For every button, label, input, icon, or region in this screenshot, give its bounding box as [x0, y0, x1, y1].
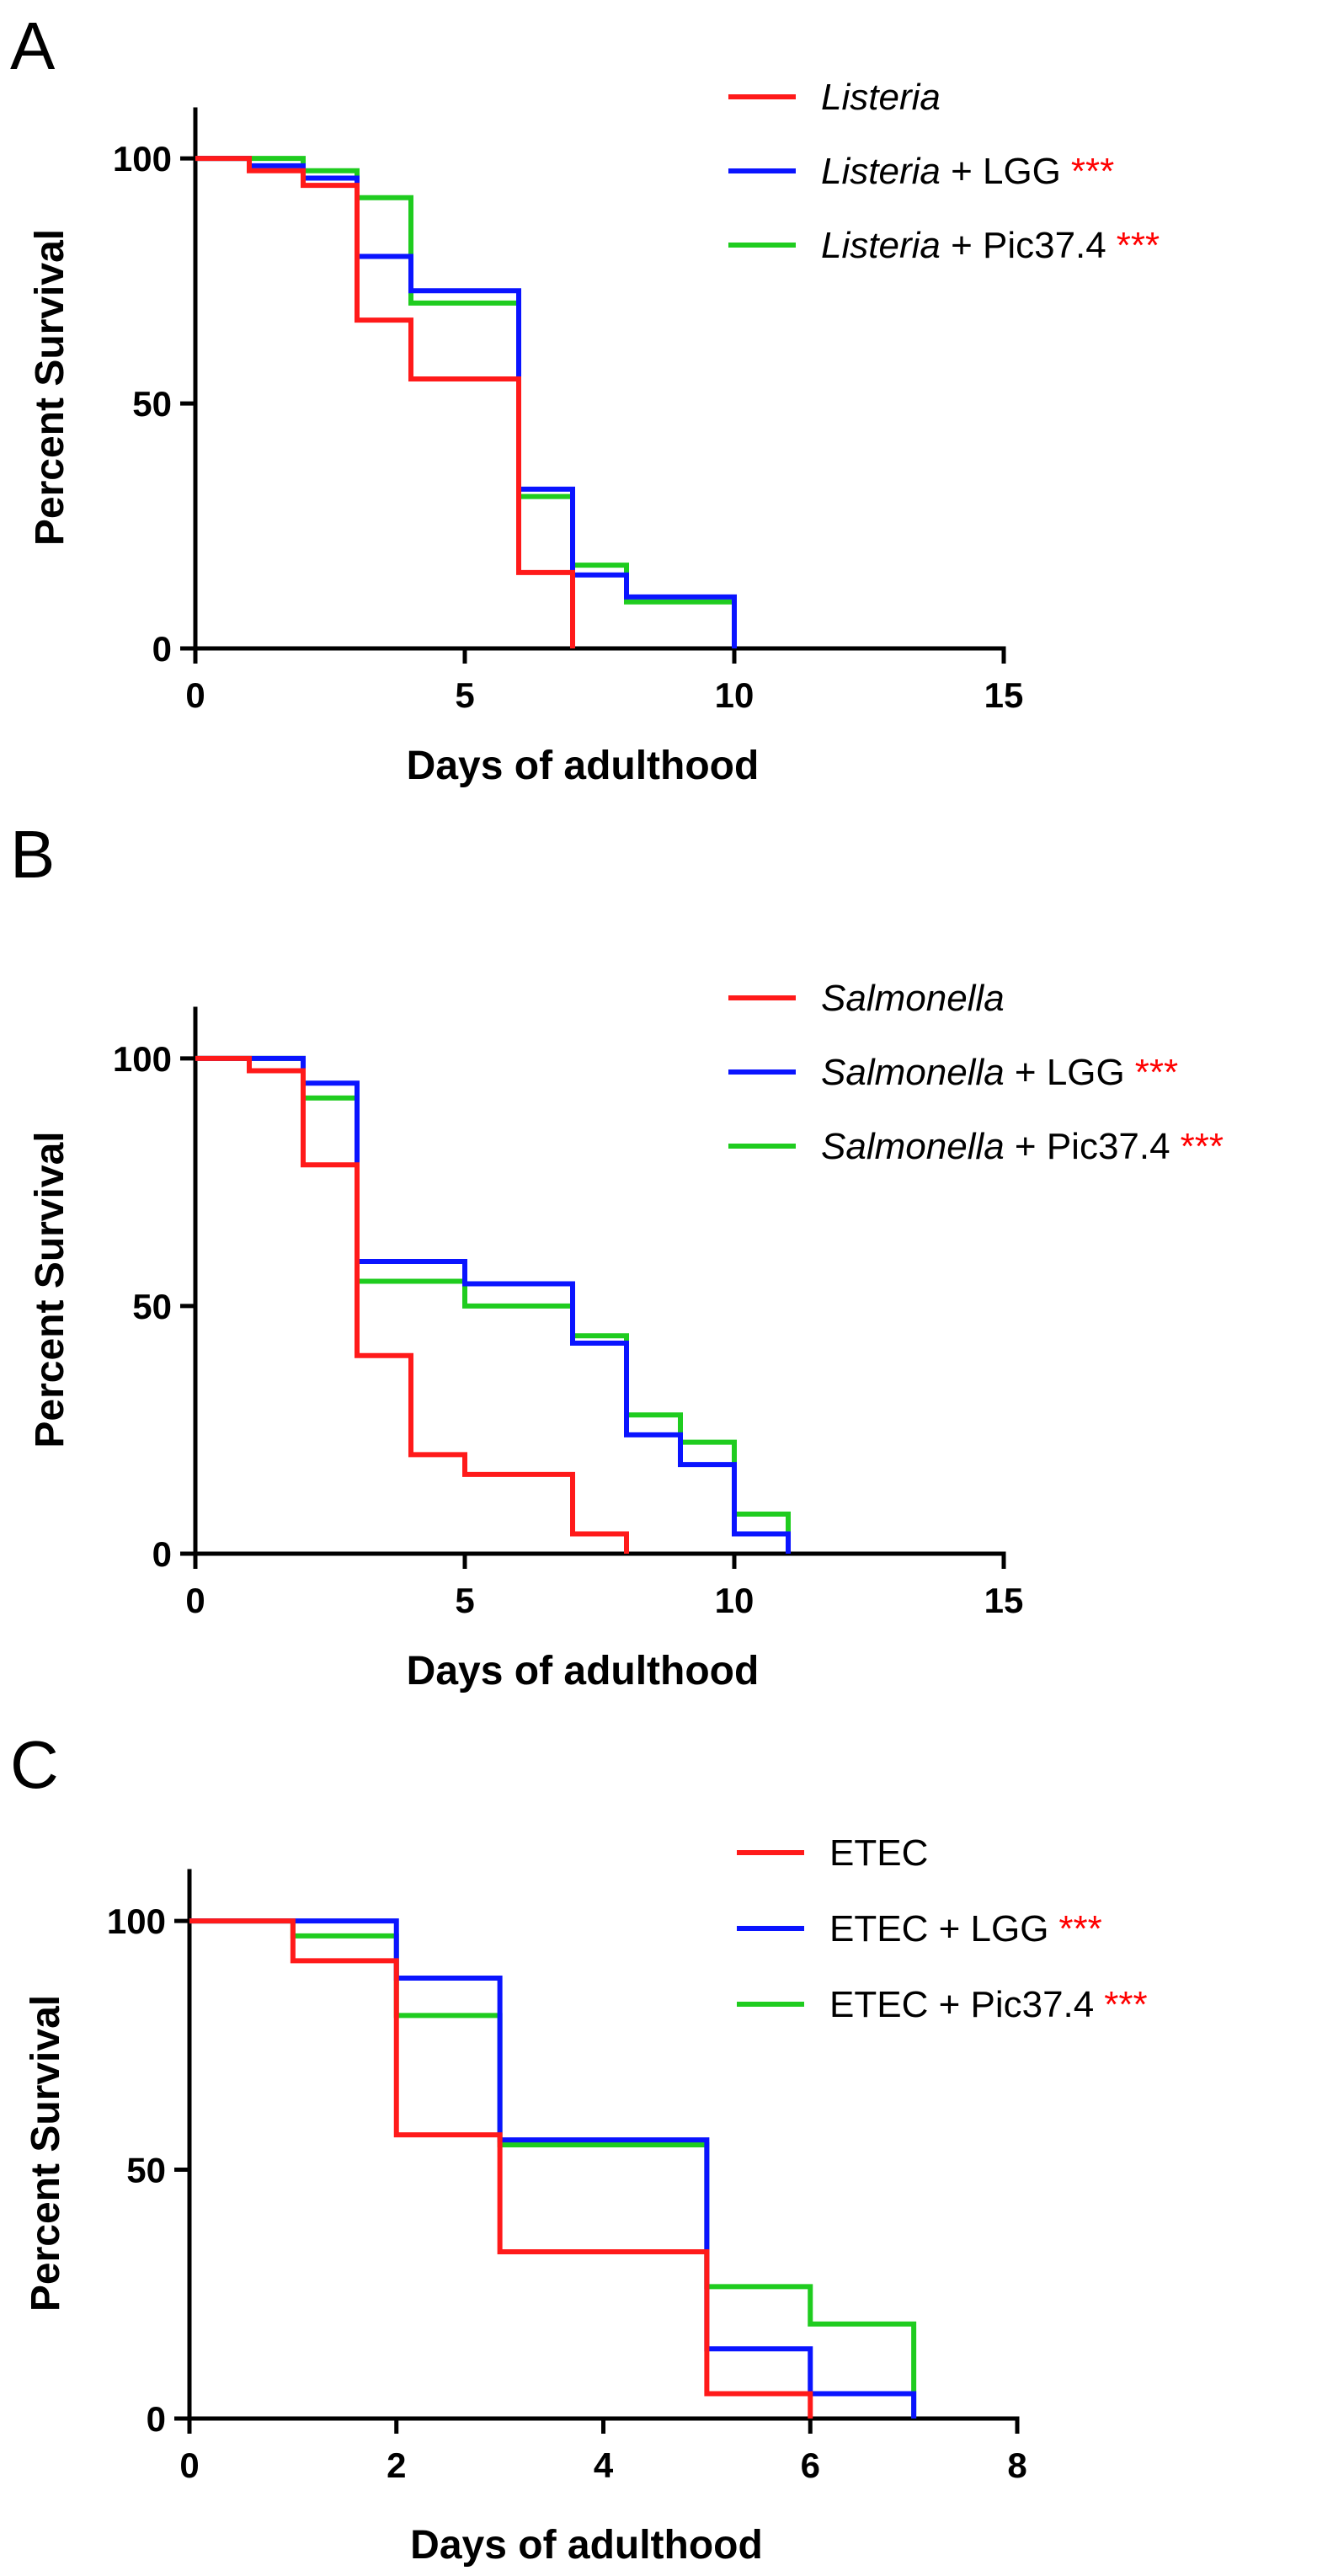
legend-label: Listeria + Pic37.4 *** [821, 225, 1160, 266]
x-tick-label: 15 [984, 675, 1024, 715]
survival-curve-listeria-lgg [195, 156, 737, 648]
legend-treatment: + Pic37.4 [941, 225, 1106, 266]
y-tick-label: 100 [113, 139, 172, 179]
survival-curve-etec [189, 1918, 813, 2419]
y-tick-label: 0 [147, 2399, 166, 2439]
y-axis-label: Percent Survival [28, 229, 72, 546]
survival-curve-salmonella [195, 1055, 629, 1554]
survival-curve-listeria-pic37-4 [195, 156, 737, 648]
significance-stars: *** [1135, 1052, 1178, 1093]
x-tick-label: 10 [715, 1581, 754, 1620]
legend-label: Listeria [821, 77, 941, 118]
legend-species: Listeria [821, 151, 941, 192]
panel-b: B 0 5 10 15 0 50 100 Days of adulthood Percent Su… [10, 817, 1224, 1693]
legend-label: Listeria + LGG *** [821, 151, 1114, 192]
legend-species: Salmonella [821, 978, 1005, 1019]
significance-stars: *** [1181, 1126, 1224, 1167]
y-axis-label: Percent Survival [24, 1995, 68, 2312]
x-tick-label: 0 [179, 2445, 199, 2485]
survival-curve-salmonella-pic37-4 [195, 1055, 791, 1554]
legend-treatment: ETEC + LGG [829, 1908, 1048, 1949]
legend-label: Salmonella + LGG *** [821, 1052, 1178, 1093]
x-tick-label: 15 [984, 1581, 1024, 1620]
y-tick-label: 50 [132, 1287, 172, 1326]
x-axis-label: Days of adulthood [407, 1649, 760, 1693]
legend-label: ETEC + Pic37.4 *** [829, 1984, 1148, 2025]
significance-stars: *** [1058, 1908, 1101, 1949]
x-tick-label: 4 [594, 2445, 614, 2485]
x-tick-label: 5 [455, 1581, 474, 1620]
legend-species: Listeria [821, 225, 941, 266]
legend-label: ETEC [829, 1832, 928, 1874]
legend-treatment: ETEC [829, 1832, 928, 1874]
panel-c: C 0 2 4 6 8 0 50 100 Days of adulthood Percent Sur… [10, 1727, 1148, 2568]
y-tick-label: 50 [132, 384, 172, 424]
y-tick-label: 0 [152, 629, 172, 669]
significance-stars: *** [1104, 1984, 1147, 2025]
panel-letter: B [10, 817, 55, 892]
x-tick-label: 2 [387, 2445, 406, 2485]
x-axis-label: Days of adulthood [407, 744, 760, 788]
legend-treatment: + LGG [941, 151, 1061, 192]
significance-stars: *** [1071, 151, 1114, 192]
y-tick-label: 0 [152, 1534, 172, 1574]
x-tick-label: 10 [715, 675, 754, 715]
legend-label: Salmonella [821, 978, 1005, 1019]
x-tick-label: 6 [801, 2445, 820, 2485]
legend-species: Salmonella [821, 1052, 1005, 1093]
legend-label: Salmonella + Pic37.4 *** [821, 1126, 1224, 1167]
legend-species: Salmonella [821, 1126, 1005, 1167]
panel-letter: A [10, 8, 56, 83]
legend-treatment: ETEC + Pic37.4 [829, 1984, 1094, 2025]
y-tick-label: 100 [113, 1039, 172, 1079]
y-tick-label: 50 [126, 2151, 166, 2190]
y-tick-label: 100 [107, 1901, 166, 1941]
survival-curve-salmonella-lgg [195, 1055, 791, 1554]
x-tick-label: 0 [185, 675, 205, 715]
y-axis-label: Percent Survival [28, 1131, 72, 1448]
survival-curve-etec-pic37-4 [189, 1918, 917, 2419]
significance-stars: *** [1117, 225, 1160, 266]
panel-a: A 0 5 10 15 0 50 100 Days of adulthood Percent Su… [10, 8, 1160, 788]
legend-treatment: + Pic37.4 [1005, 1126, 1170, 1167]
survival-curve-etec-lgg [189, 1918, 917, 2419]
legend-treatment: + LGG [1005, 1052, 1125, 1093]
x-axis-label: Days of adulthood [410, 2523, 763, 2568]
legend-label: ETEC + LGG *** [829, 1908, 1102, 1949]
legend-species: Listeria [821, 77, 941, 118]
panel-letter: C [10, 1727, 59, 1802]
x-tick-label: 8 [1007, 2445, 1026, 2485]
survival-curve-listeria [195, 156, 575, 648]
x-tick-label: 0 [185, 1581, 205, 1620]
x-tick-label: 5 [455, 675, 474, 715]
